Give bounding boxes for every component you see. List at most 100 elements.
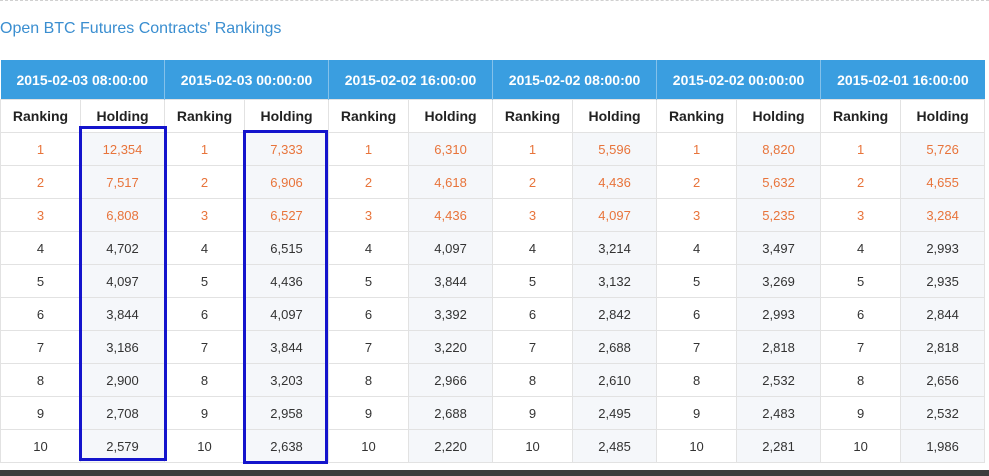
holding-cell: 4,436 bbox=[572, 165, 658, 199]
holding-cell: 2,495 bbox=[572, 396, 658, 430]
holding-cell: 6,808 bbox=[79, 198, 166, 232]
ranking-cell: 6 bbox=[656, 297, 738, 331]
holding-cell: 3,186 bbox=[79, 330, 166, 364]
ranking-cell: 10 bbox=[328, 429, 410, 463]
table-row: 1 12,354 1 7,333 1 6,310 1 5,596 1 8,820 1 5,726 bbox=[0, 132, 986, 166]
holding-cell: 2,993 bbox=[900, 231, 986, 265]
table-row: 6 3,844 6 4,097 6 3,392 6 2,842 6 2,993 6 2,844 bbox=[0, 297, 986, 331]
ranking-column-header: Ranking bbox=[0, 99, 81, 133]
holding-cell: 7,333 bbox=[244, 132, 330, 166]
ranking-cell: 3 bbox=[492, 198, 574, 232]
ranking-cell: 5 bbox=[0, 264, 81, 298]
holding-cell: 2,579 bbox=[79, 429, 166, 463]
ranking-column-header: Ranking bbox=[820, 99, 902, 133]
ranking-column-header: Ranking bbox=[328, 99, 410, 133]
ranking-cell: 7 bbox=[164, 330, 246, 364]
holding-cell: 2,688 bbox=[572, 330, 658, 364]
table-row: 3 6,808 3 6,527 3 4,436 3 4,097 3 5,235 3 3,284 bbox=[0, 198, 986, 232]
ranking-cell: 3 bbox=[656, 198, 738, 232]
ranking-cell: 6 bbox=[492, 297, 574, 331]
table-row: 9 2,708 9 2,958 9 2,688 9 2,495 9 2,483 9 2,532 bbox=[0, 396, 986, 430]
ranking-cell: 4 bbox=[656, 231, 738, 265]
holding-cell: 5,235 bbox=[736, 198, 822, 232]
holding-cell: 3,497 bbox=[736, 231, 822, 265]
holding-cell: 3,284 bbox=[900, 198, 986, 232]
holding-cell: 2,485 bbox=[572, 429, 658, 463]
holding-cell: 2,281 bbox=[736, 429, 822, 463]
ranking-cell: 6 bbox=[0, 297, 81, 331]
ranking-cell: 10 bbox=[0, 429, 81, 463]
holding-cell: 6,906 bbox=[244, 165, 330, 199]
ranking-cell: 8 bbox=[164, 363, 246, 397]
ranking-cell: 4 bbox=[820, 231, 902, 265]
table-row: 2 7,517 2 6,906 2 4,618 2 4,436 2 5,632 2 4,655 bbox=[0, 165, 986, 199]
holding-cell: 5,632 bbox=[736, 165, 822, 199]
holding-cell: 4,618 bbox=[408, 165, 494, 199]
ranking-column-header: Ranking bbox=[164, 99, 246, 133]
ranking-cell: 5 bbox=[656, 264, 738, 298]
holding-cell: 7,517 bbox=[79, 165, 166, 199]
period-header: 2015-02-02 08:00:00 bbox=[492, 60, 658, 100]
holding-cell: 4,436 bbox=[408, 198, 494, 232]
holding-column-header: Holding bbox=[572, 99, 658, 133]
holding-cell: 2,818 bbox=[736, 330, 822, 364]
ranking-cell: 7 bbox=[656, 330, 738, 364]
ranking-cell: 2 bbox=[492, 165, 574, 199]
ranking-cell: 8 bbox=[820, 363, 902, 397]
ranking-cell: 7 bbox=[492, 330, 574, 364]
period-header: 2015-02-03 08:00:00 bbox=[0, 60, 166, 100]
holding-cell: 3,392 bbox=[408, 297, 494, 331]
table-row: 8 2,900 8 3,203 8 2,966 8 2,610 8 2,532 8 2,656 bbox=[0, 363, 986, 397]
holding-cell: 2,483 bbox=[736, 396, 822, 430]
bottom-bar bbox=[0, 470, 989, 476]
rankings-body: 1 12,354 1 7,333 1 6,310 1 5,596 1 8,820 1 5,726 2 7,… bbox=[0, 132, 986, 463]
holding-cell: 2,688 bbox=[408, 396, 494, 430]
holding-cell: 2,993 bbox=[736, 297, 822, 331]
page-title: Open BTC Futures Contracts' Rankings bbox=[0, 20, 282, 37]
highlight-box-period-1 bbox=[79, 126, 167, 461]
ranking-cell: 1 bbox=[492, 132, 574, 166]
ranking-cell: 2 bbox=[328, 165, 410, 199]
ranking-cell: 9 bbox=[328, 396, 410, 430]
ranking-cell: 10 bbox=[492, 429, 574, 463]
ranking-cell: 10 bbox=[820, 429, 902, 463]
holding-cell: 4,097 bbox=[408, 231, 494, 265]
holding-cell: 2,610 bbox=[572, 363, 658, 397]
ranking-cell: 2 bbox=[164, 165, 246, 199]
ranking-cell: 10 bbox=[164, 429, 246, 463]
holding-cell: 2,900 bbox=[79, 363, 166, 397]
ranking-cell: 3 bbox=[820, 198, 902, 232]
holding-cell: 5,726 bbox=[900, 132, 986, 166]
holding-cell: 6,527 bbox=[244, 198, 330, 232]
ranking-cell: 4 bbox=[328, 231, 410, 265]
holding-cell: 4,097 bbox=[79, 264, 166, 298]
ranking-cell: 1 bbox=[656, 132, 738, 166]
table-row: 4 4,702 4 6,515 4 4,097 4 3,214 4 3,497 4 2,993 bbox=[0, 231, 986, 265]
ranking-cell: 3 bbox=[328, 198, 410, 232]
highlight-box-period-2 bbox=[243, 130, 328, 464]
holding-cell: 3,203 bbox=[244, 363, 330, 397]
ranking-cell: 5 bbox=[492, 264, 574, 298]
holding-cell: 2,656 bbox=[900, 363, 986, 397]
ranking-cell: 9 bbox=[820, 396, 902, 430]
holding-cell: 2,638 bbox=[244, 429, 330, 463]
holding-cell: 2,966 bbox=[408, 363, 494, 397]
ranking-cell: 1 bbox=[164, 132, 246, 166]
holding-cell: 4,097 bbox=[572, 198, 658, 232]
holding-cell: 4,655 bbox=[900, 165, 986, 199]
holding-cell: 6,515 bbox=[244, 231, 330, 265]
period-header: 2015-02-02 16:00:00 bbox=[328, 60, 494, 100]
ranking-cell: 8 bbox=[656, 363, 738, 397]
ranking-cell: 7 bbox=[820, 330, 902, 364]
rankings-table: 2015-02-03 08:00:00 2015-02-03 00:00:00 20… bbox=[0, 60, 986, 463]
holding-cell: 3,844 bbox=[408, 264, 494, 298]
holding-cell: 4,702 bbox=[79, 231, 166, 265]
ranking-cell: 2 bbox=[0, 165, 81, 199]
holding-cell: 2,818 bbox=[900, 330, 986, 364]
ranking-cell: 3 bbox=[164, 198, 246, 232]
column-header-row: Ranking Holding Ranking Holding Ranking Holdi… bbox=[0, 99, 986, 133]
holding-cell: 2,935 bbox=[900, 264, 986, 298]
ranking-cell: 8 bbox=[492, 363, 574, 397]
ranking-cell: 3 bbox=[0, 198, 81, 232]
ranking-cell: 5 bbox=[328, 264, 410, 298]
